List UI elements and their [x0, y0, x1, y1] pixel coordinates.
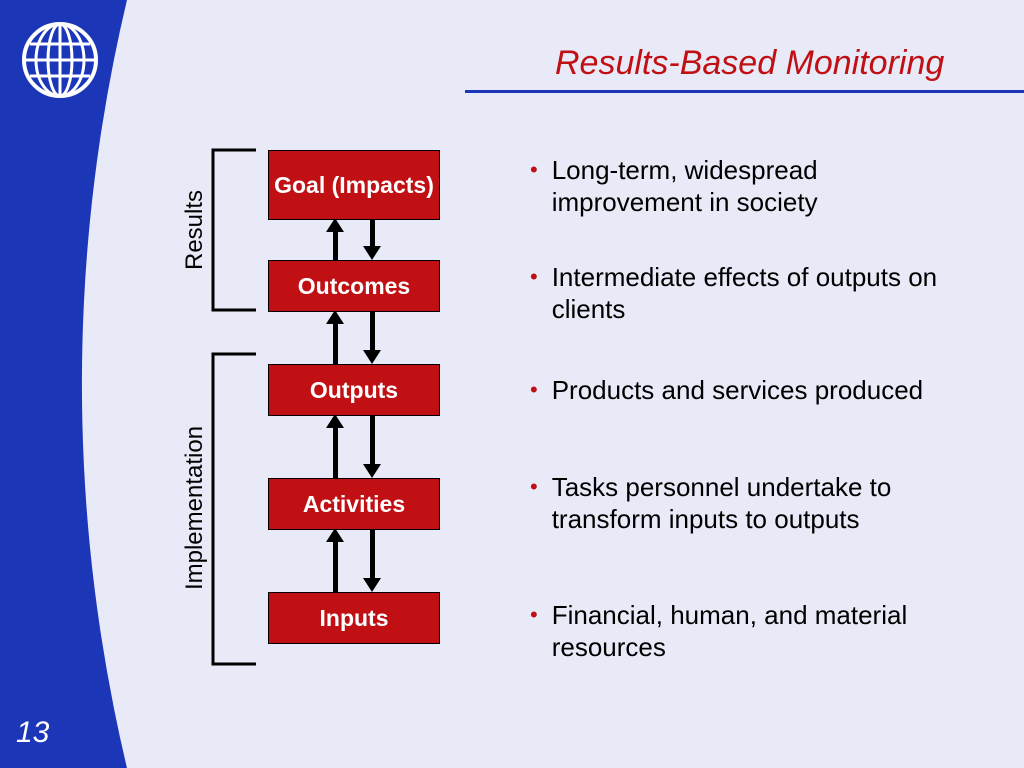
- box-goal: Goal (Impacts): [268, 150, 440, 220]
- arrow-down-icon: [363, 218, 381, 260]
- arrow-up-icon: [326, 528, 344, 592]
- box-inputs: Inputs: [268, 592, 440, 644]
- arrow-down-icon: [363, 310, 381, 364]
- box-activities: Activities: [268, 478, 440, 530]
- bullet-item: • Long-term, widespread improvement in so…: [530, 155, 960, 218]
- arrow-down-icon: [363, 528, 381, 592]
- bullet-text: Long-term, widespread improvement in soc…: [552, 155, 960, 218]
- box-label: Inputs: [320, 605, 389, 631]
- group-label-results: Results: [181, 150, 209, 310]
- title-underline: [465, 90, 1024, 93]
- box-label: Outcomes: [298, 273, 410, 299]
- arrow-down-icon: [363, 414, 381, 478]
- box-outputs: Outputs: [268, 364, 440, 416]
- bracket-implementation: [210, 351, 259, 667]
- bullet-dot-icon: •: [530, 264, 538, 290]
- slide: Results-Based Monitoring 13 Goal (Impact…: [0, 0, 1024, 768]
- bullet-text: Products and services produced: [552, 375, 923, 407]
- bracket-results: [210, 147, 259, 313]
- bullet-item: • Financial, human, and material resource…: [530, 600, 960, 663]
- bullet-item: • Tasks personnel undertake to transform …: [530, 472, 960, 535]
- bullet-dot-icon: •: [530, 377, 538, 403]
- box-label: Outputs: [310, 377, 398, 403]
- bullet-text: Financial, human, and material resources: [552, 600, 960, 663]
- box-label: Activities: [303, 491, 405, 517]
- bullet-dot-icon: •: [530, 157, 538, 183]
- bullet-dot-icon: •: [530, 602, 538, 628]
- page-number: 13: [16, 716, 49, 750]
- box-outcomes: Outcomes: [268, 260, 440, 312]
- globe-logo: [20, 20, 100, 100]
- arrow-up-icon: [326, 218, 344, 260]
- arrow-up-icon: [326, 414, 344, 478]
- bullet-item: • Intermediate effects of outputs on clie…: [530, 262, 960, 325]
- bullet-text: Intermediate effects of outputs on clien…: [552, 262, 960, 325]
- bullet-text: Tasks personnel undertake to transform i…: [552, 472, 960, 535]
- bullet-item: • Products and services produced: [530, 375, 960, 407]
- group-label-implementation: Implementation: [181, 353, 209, 663]
- bullet-dot-icon: •: [530, 474, 538, 500]
- page-title: Results-Based Monitoring: [555, 44, 944, 83]
- box-label: Goal (Impacts): [274, 172, 434, 198]
- arrow-up-icon: [326, 310, 344, 364]
